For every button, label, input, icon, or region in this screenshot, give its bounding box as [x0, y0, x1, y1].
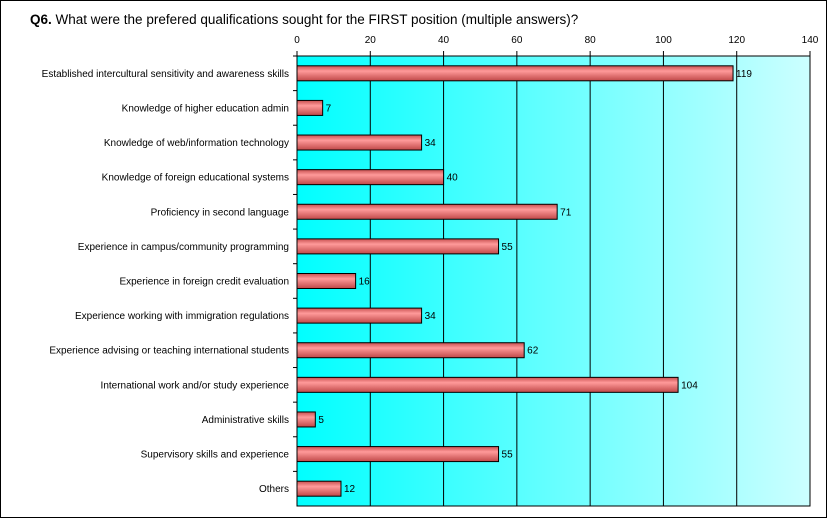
bar: [296, 307, 423, 324]
value-label: 55: [502, 242, 514, 253]
bar: [296, 99, 324, 116]
x-tick-label: 80: [585, 35, 597, 46]
category-label: Knowledge of higher education admin: [122, 103, 289, 114]
gridlines: [369, 56, 738, 506]
category-label: Experience in foreign credit evaluation: [119, 277, 289, 288]
value-label: 104: [681, 380, 698, 391]
x-tick-label: 120: [728, 35, 745, 46]
bar: [296, 446, 500, 463]
category-label: Experience advising or teaching internat…: [49, 346, 289, 357]
bar: [296, 238, 500, 255]
bars: [296, 65, 734, 497]
bar: [296, 411, 316, 428]
value-label: 40: [447, 173, 459, 184]
category-label: Supervisory skills and experience: [141, 450, 290, 461]
x-tick-label: 60: [511, 35, 523, 46]
category-label: Knowledge of foreign educational systems: [102, 173, 289, 184]
value-label: 71: [560, 207, 572, 218]
category-labels: Established intercultural sensitivity an…: [42, 55, 297, 495]
category-label: Others: [259, 484, 289, 495]
x-tick-label: 140: [802, 35, 819, 46]
bar: [296, 480, 342, 497]
value-label: 62: [527, 346, 539, 357]
bar: [296, 65, 734, 82]
chart-title: Q6. What were the prefered qualification…: [30, 12, 578, 27]
plot-area: [296, 55, 811, 507]
category-label: Administrative skills: [202, 415, 289, 426]
x-tick-label: 40: [438, 35, 450, 46]
value-label: 34: [425, 138, 437, 149]
chart-title-prefix: Q6.: [30, 12, 52, 27]
category-label: Experience in campus/community programmi…: [78, 242, 289, 253]
category-label: Established intercultural sensitivity an…: [42, 69, 289, 80]
value-label: 55: [502, 450, 514, 461]
x-axis-ticks: 0 20 40 60 80 100 120 140: [294, 35, 819, 56]
value-label: 12: [344, 484, 356, 495]
x-tick-label: 20: [365, 35, 377, 46]
value-label: 119: [736, 69, 752, 80]
bar: [296, 273, 357, 289]
x-tick-label: 100: [655, 35, 672, 46]
category-label: Proficiency in second language: [151, 207, 290, 218]
x-tick-label: 0: [294, 35, 300, 46]
value-label: 5: [318, 415, 324, 426]
bar: [296, 203, 558, 220]
category-label: Knowledge of web/information technology: [104, 138, 289, 149]
category-label: International work and/or study experien…: [101, 380, 290, 391]
bar: [296, 376, 679, 393]
chart-title-text: What were the prefered qualifications so…: [55, 12, 579, 27]
value-label: 34: [425, 311, 437, 322]
bar: [296, 134, 423, 151]
bar: [296, 169, 445, 186]
value-label: 16: [359, 277, 371, 288]
value-label: 7: [326, 103, 332, 114]
bar: [296, 342, 525, 359]
category-label: Experience working with immigration regu…: [75, 311, 289, 322]
